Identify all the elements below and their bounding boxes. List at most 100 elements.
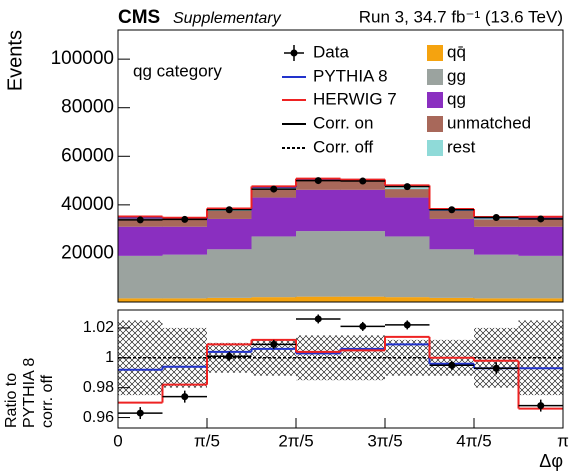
x-tick-label: π	[557, 431, 569, 450]
stack-segment	[429, 210, 475, 219]
stack-segment	[429, 249, 475, 298]
legend-label: Data	[313, 42, 349, 61]
legend-swatch	[427, 45, 443, 61]
y-axis-label: Events	[4, 30, 26, 91]
y-tick-label: 1	[105, 349, 114, 366]
data-point	[448, 361, 456, 369]
uncertainty-band	[473, 327, 519, 388]
data-point	[492, 213, 500, 221]
stack-segment	[473, 226, 519, 255]
legend-label: qq̄	[447, 42, 466, 61]
x-axis-label: Δφ	[539, 451, 563, 471]
stack-segment	[296, 296, 341, 302]
legend-swatch	[427, 116, 443, 132]
x-tick-label: 4π/5	[456, 431, 491, 450]
y-tick-label: 20000	[61, 242, 114, 263]
ratio-label-3: corr. off	[39, 374, 56, 428]
stack-segment	[473, 219, 519, 227]
x-tick-label: 3π/5	[367, 431, 402, 450]
y-tick-label: 100000	[51, 48, 114, 69]
stack-segment	[251, 297, 297, 302]
stack-segment	[162, 298, 208, 302]
x-tick-label: 2π/5	[278, 431, 313, 450]
data-point	[492, 364, 500, 372]
legend-label: Corr. off	[313, 137, 373, 156]
y-tick-label: 1.02	[83, 319, 114, 336]
legend-swatch	[427, 92, 443, 108]
stack-segment	[340, 189, 386, 232]
plot-frame	[117, 309, 564, 429]
stack-segment	[207, 249, 252, 298]
legend-label: PYTHIA 8	[313, 66, 388, 85]
y-tick-label: 40000	[61, 194, 114, 215]
cms-label: CMS	[118, 7, 160, 28]
data-point	[270, 340, 278, 348]
stack-segment	[340, 231, 386, 297]
data-point	[359, 322, 367, 330]
legend-swatch	[427, 69, 443, 85]
data-point	[181, 215, 189, 223]
y-tick-label: 80000	[61, 97, 114, 118]
stack-segment	[385, 197, 430, 237]
stack-segment	[118, 255, 163, 299]
x-tick-label: 0	[113, 431, 122, 450]
stack-segment	[518, 255, 564, 299]
stack-segment	[162, 219, 208, 227]
data-point	[448, 206, 456, 214]
ratio-label-2: PYTHIA 8	[21, 358, 38, 428]
legend-swatch	[427, 140, 443, 156]
stack-segment	[473, 298, 519, 302]
supplementary-label: Supplementary	[173, 10, 282, 27]
legend-label: gg	[447, 66, 466, 85]
stack-segment	[207, 210, 252, 219]
legend-label: rest	[447, 137, 476, 156]
stack-segment	[296, 180, 341, 190]
y-tick-label: 0.96	[83, 409, 114, 426]
data-point	[403, 183, 411, 191]
stack-segment	[518, 226, 564, 256]
legend-label: Corr. on	[313, 113, 373, 132]
plot-frame	[117, 29, 564, 303]
data-point	[181, 393, 189, 401]
category-label: qg category	[133, 61, 222, 80]
stack-segment	[340, 180, 386, 190]
legend-data-marker	[290, 49, 298, 57]
data-point	[270, 185, 278, 193]
stack-segment	[518, 218, 564, 227]
data-point	[314, 315, 322, 323]
stack-segment	[340, 296, 386, 302]
stack-segment	[251, 236, 297, 298]
data-point	[136, 409, 144, 417]
data-point	[537, 215, 545, 223]
stack-segment	[207, 297, 252, 302]
data-point	[359, 177, 367, 185]
legend-label: unmatched	[447, 113, 531, 132]
data-point	[403, 321, 411, 329]
stack-segment	[207, 218, 252, 250]
stack-segment	[118, 298, 163, 302]
stack-segment	[251, 189, 297, 198]
stack-segment	[429, 218, 475, 250]
data-point	[225, 206, 233, 214]
x-tick-label: π/5	[194, 431, 220, 450]
data-point	[537, 402, 545, 410]
stack-segment	[118, 226, 163, 256]
stack-segment	[296, 231, 341, 297]
lumi-label: Run 3, 34.7 fb⁻¹ (13.6 TeV)	[359, 7, 563, 26]
stack-segment	[473, 254, 519, 299]
data-point	[225, 352, 233, 360]
legend-label: HERWIG 7	[313, 89, 397, 108]
stack-segment	[251, 197, 297, 237]
stack-segment	[162, 226, 208, 255]
stack-segment	[518, 298, 564, 302]
ratio-label-1: Ratio to	[3, 373, 20, 428]
stack-segment	[162, 254, 208, 299]
stack-segment	[296, 189, 341, 232]
stack-segment	[429, 297, 475, 302]
uncertainty-band	[340, 335, 386, 381]
stack-segment	[385, 297, 430, 302]
y-tick-label: 0.98	[83, 379, 114, 396]
data-point	[314, 177, 322, 185]
stack-segment	[385, 189, 430, 198]
